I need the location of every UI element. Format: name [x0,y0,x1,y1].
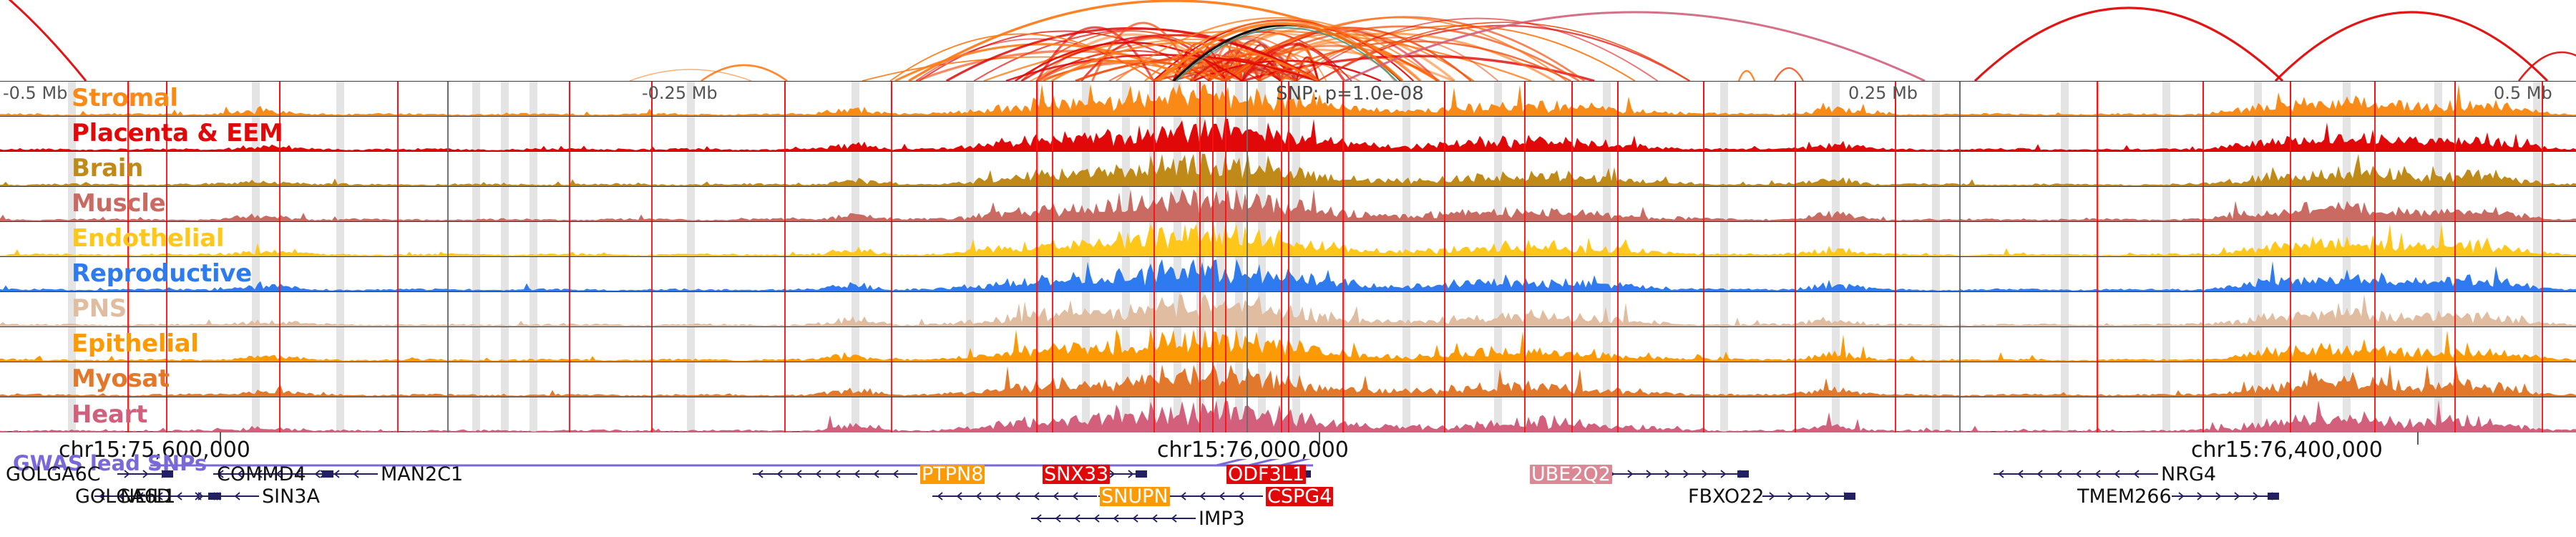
snp-pvalue-note: SNP: p=1.0e-08 [1276,83,1424,105]
coordinate-label-0: chr15:75,600,000 [59,437,250,463]
track-signal-muscle [0,187,2576,221]
track-signal-heart [0,397,2576,432]
gene-label-ube2q2[interactable]: UBE2Q2 [1530,463,1612,485]
gene-label-ptpn8[interactable]: PTPN8 [920,463,985,485]
gene-label-tmem266[interactable]: TMEM266 [2077,485,2172,508]
track-signal-reproductive [0,257,2576,291]
track-heart: Heart [0,397,2576,432]
gene-label-cspg4[interactable]: CSPG4 [1266,485,1334,508]
track-placenta-eem: Placenta & EEM [0,117,2576,152]
gene-label-golga6c[interactable]: GOLGA6C [6,463,101,485]
gene-label-snx33[interactable]: SNX33 [1043,463,1111,485]
gene-label-snupn[interactable]: SNUPN [1100,485,1170,508]
gene-label-neil1[interactable]: NEIL1 [120,485,176,508]
signal-track-stack: Stromal -0.5 Mb -0.25 Mb 0.25 Mb 0.5 Mb SNP: … [0,81,2576,432]
track-signal-brain [0,152,2576,186]
track-stromal: Stromal -0.5 Mb -0.25 Mb 0.25 Mb 0.5 Mb SNP: … [0,82,2576,117]
coordinate-label-2: chr15:76,400,000 [2191,437,2383,463]
gene-label-man2c1[interactable]: MAN2C1 [381,463,464,485]
track-pns: PNS [0,292,2576,327]
gene-label-fbxo22[interactable]: FBXO22 [1688,485,1765,508]
track-signal-epithelial [0,327,2576,362]
arc-canvas [8,0,2576,81]
gene-label-nrg4[interactable]: NRG4 [2161,463,2217,485]
coordinate-tick-2 [2417,432,2419,445]
track-muscle: Muscle [0,187,2576,222]
gene-row-row-c-glyphs [1031,514,1196,523]
gwas-snp-connector [150,459,1313,467]
coordinate-axis: chr15:75,600,000 chr15:76,000,000 chr15:76… [0,432,2576,537]
track-myosat: Myosat [0,362,2576,397]
gene-row-row-a-glyphs [117,470,2158,478]
gene-annotation-track: GOLGA6C COMMD4 MAN2C1 PTPN8 SNX33 ODF3L1 UBE2Q… [0,464,2576,537]
gene-label-sin3a[interactable]: SIN3A [262,485,320,508]
axis-tick-label-3: 0.5 Mb [2494,83,2552,103]
gene-label-commd4[interactable]: COMMD4 [217,463,306,485]
coordinate-tick-1 [1319,432,1320,445]
track-signal-placenta-eem [0,117,2576,151]
track-epithelial: Epithelial [0,327,2576,362]
axis-tick-label-0: -0.5 Mb [3,83,68,103]
chromatin-interaction-arcs [0,0,2576,81]
track-brain: Brain [0,152,2576,187]
coordinate-tick-0 [220,432,221,445]
track-signal-endothelial [0,222,2576,256]
coordinate-label-1: chr15:76,000,000 [1157,437,1349,463]
axis-tick-label-1: -0.25 Mb [642,83,718,103]
gene-label-golga6d[interactable]: GOLGA6D [75,485,172,508]
axis-tick-label-2: 0.25 Mb [1848,83,1918,103]
track-signal-myosat [0,362,2576,397]
gene-label-imp3[interactable]: IMP3 [1199,508,1245,530]
track-endothelial: Endothelial [0,222,2576,257]
track-signal-stromal [0,82,2576,116]
track-signal-pns [0,292,2576,326]
track-reproductive: Reproductive [0,257,2576,292]
gwas-lead-snps-label: GWAS lead SNPs [13,451,208,475]
gene-label-odf3l1[interactable]: ODF3L1 [1226,463,1306,485]
